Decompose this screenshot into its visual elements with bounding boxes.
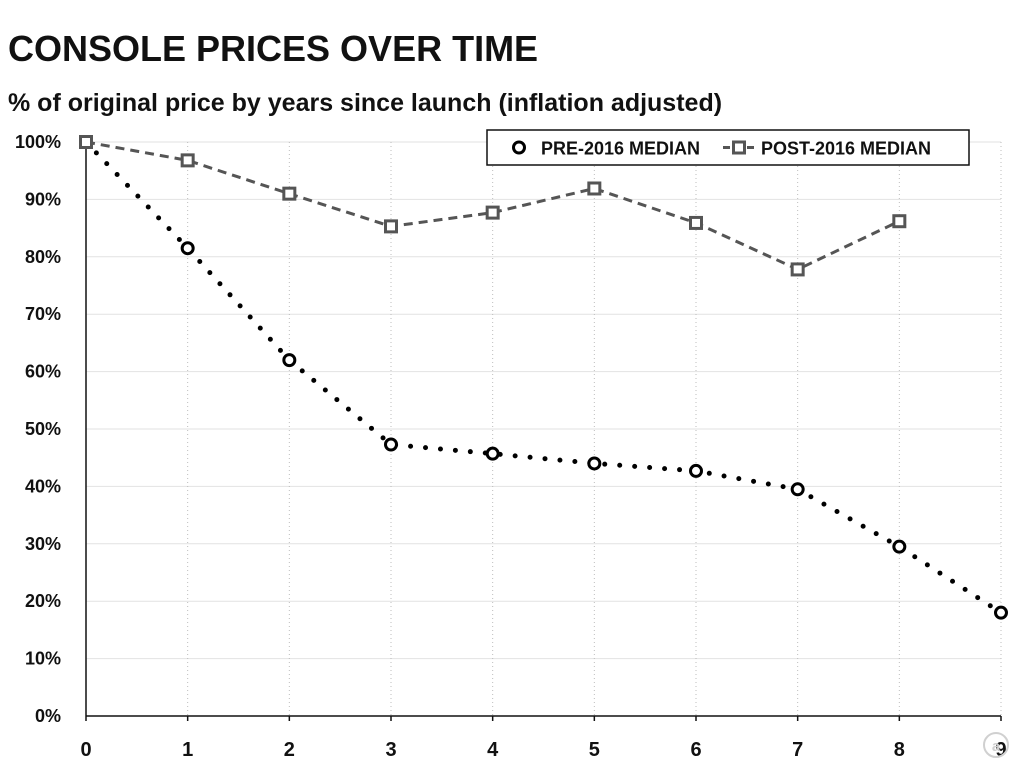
y-tick-label: 40% xyxy=(25,476,61,496)
data-point xyxy=(994,605,1008,620)
chart-subtitle: % of original price by years since launc… xyxy=(8,89,722,117)
x-tick-label: 3 xyxy=(385,739,396,761)
data-point xyxy=(587,456,602,471)
data-point xyxy=(485,446,500,461)
data-point xyxy=(180,241,195,256)
series-2 xyxy=(79,135,907,277)
y-tick-label: 20% xyxy=(25,591,61,611)
y-tick-label: 30% xyxy=(25,534,61,554)
x-tick-label: 7 xyxy=(792,739,803,761)
x-tick-label: 4 xyxy=(487,739,499,761)
x-tick-label: 8 xyxy=(894,739,905,761)
y-tick-label: 10% xyxy=(25,649,61,669)
legend: PRE-2016 MEDIAN POST-2016 MEDIAN xyxy=(486,129,970,166)
legend-label: PRE-2016 MEDIAN xyxy=(541,139,700,159)
grid xyxy=(86,141,1002,716)
axes xyxy=(85,142,1001,717)
y-tick-label: 90% xyxy=(25,189,61,209)
legend-box xyxy=(486,129,970,166)
data-point xyxy=(892,539,907,554)
y-tick-label: 0% xyxy=(35,706,61,726)
series-line xyxy=(83,139,1004,616)
data-point xyxy=(79,135,93,149)
data-point xyxy=(790,262,805,277)
data-point xyxy=(282,186,297,201)
series xyxy=(79,135,1008,620)
data-point xyxy=(282,353,297,368)
data-point xyxy=(384,219,398,234)
series-line xyxy=(85,140,900,272)
x-axis-ticks: 0 1 2 3 4 5 6 7 8 9 xyxy=(80,716,1007,761)
watermark-logo: a xyxy=(983,732,1009,758)
x-tick-label: 6 xyxy=(690,739,701,761)
data-point xyxy=(384,437,398,452)
data-point xyxy=(689,215,703,230)
data-point xyxy=(485,205,500,220)
a-circle-logo-icon xyxy=(983,732,1009,758)
legend-marker xyxy=(732,140,746,155)
data-point xyxy=(790,482,805,497)
data-point xyxy=(892,214,907,229)
legend-label: POST-2016 MEDIAN xyxy=(761,139,931,159)
data-point xyxy=(587,181,602,196)
x-tick-label: 1 xyxy=(182,739,193,761)
y-axis-ticks: 0% 10% 20% 30% 40% 50% 60% 70% 80% 90% 100% xyxy=(15,132,61,726)
x-tick-label: 0 xyxy=(80,739,91,761)
y-tick-label: 60% xyxy=(25,362,61,382)
x-tick-label: 2 xyxy=(284,739,295,761)
data-point xyxy=(180,153,195,168)
watermark-glyph: a xyxy=(992,738,1001,755)
y-tick-label: 100% xyxy=(15,132,61,152)
y-tick-label: 70% xyxy=(25,304,61,324)
x-tick-label: 9 xyxy=(995,739,1006,761)
x-tick-label: 5 xyxy=(589,739,600,761)
chart-title: CONSOLE PRICES OVER TIME xyxy=(8,28,538,69)
y-tick-label: 80% xyxy=(25,247,61,267)
y-tick-label: 50% xyxy=(25,419,61,439)
data-point xyxy=(689,463,703,478)
series-1 xyxy=(79,135,1008,620)
legend-marker xyxy=(512,140,526,155)
